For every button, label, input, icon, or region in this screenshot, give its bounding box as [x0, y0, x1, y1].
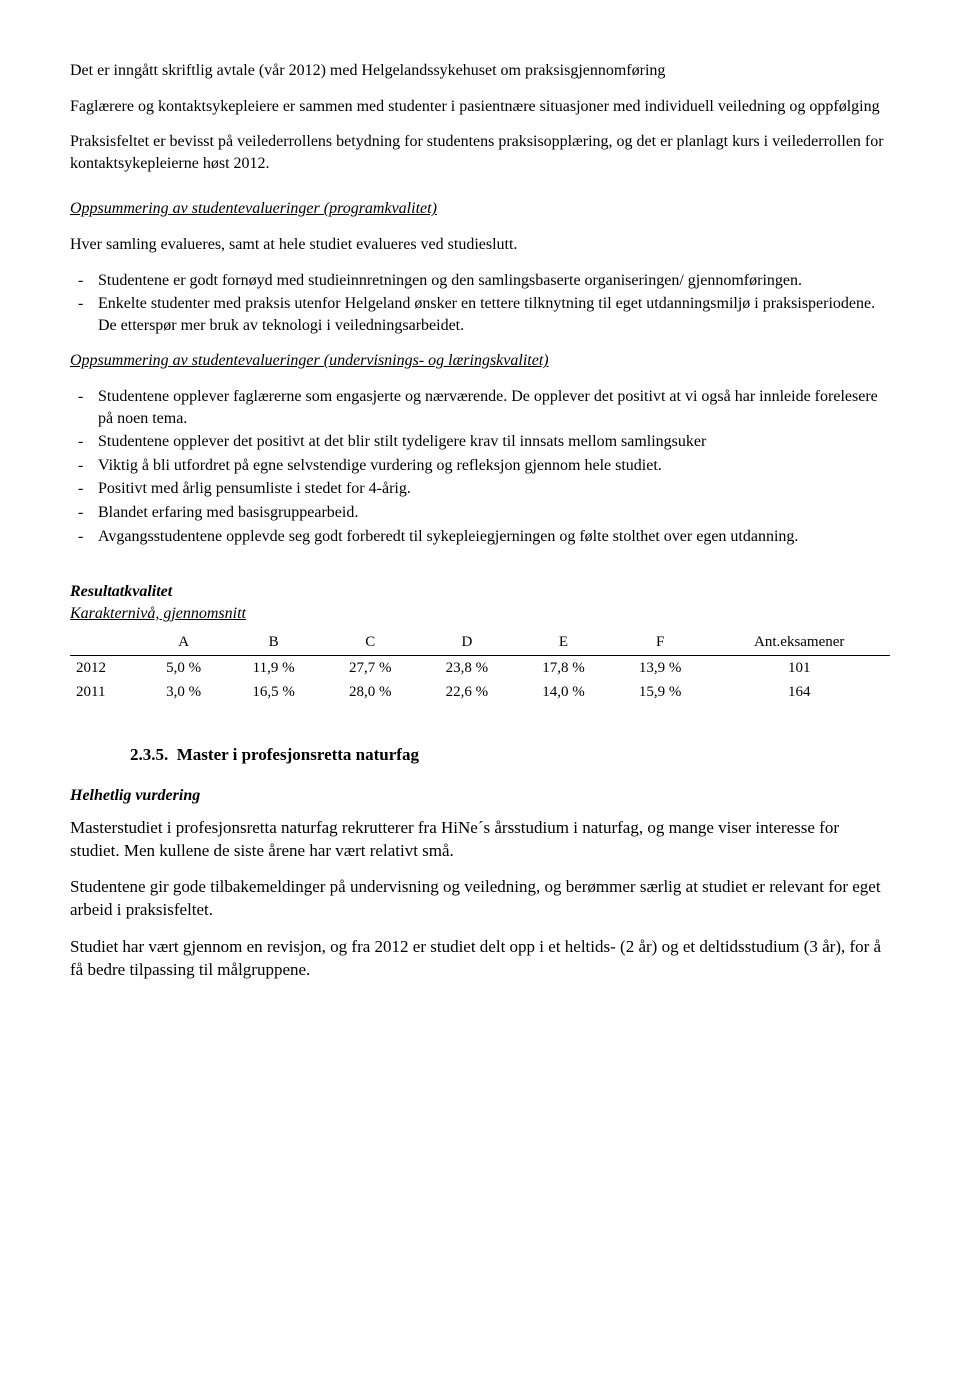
list-item: Positivt med årlig pensumliste i stedet …	[98, 478, 890, 500]
list-item: Studentene opplever faglærerne som engas…	[98, 386, 890, 429]
table-cell-year: 2012	[70, 655, 142, 680]
table-cell-year: 2011	[70, 680, 142, 704]
table-cell: 11,9 %	[225, 655, 322, 680]
table-head: D	[419, 630, 516, 655]
table-head: Ant.eksamener	[708, 630, 890, 655]
section1-list: Studentene er godt fornøyd med studieinn…	[70, 270, 890, 337]
master-p3: Studiet har vært gjennom en revisjon, og…	[70, 936, 890, 982]
results-heading: Resultatkvalitet	[70, 583, 172, 600]
master-p2: Studentene gir gode tilbakemeldinger på …	[70, 876, 890, 922]
intro-p1: Det er inngått skriftlig avtale (vår 201…	[70, 60, 890, 82]
table-head-blank	[70, 630, 142, 655]
master-number: 2.3.5.	[130, 745, 168, 764]
table-cell: 23,8 %	[419, 655, 516, 680]
section1-lead: Hver samling evalueres, samt at hele stu…	[70, 234, 890, 256]
master-subheading: Helhetlig vurdering	[70, 787, 200, 804]
table-row: 2012 5,0 % 11,9 % 27,7 % 23,8 % 17,8 % 1…	[70, 655, 890, 680]
section2-list: Studentene opplever faglærerne som engas…	[70, 386, 890, 547]
list-item: Studentene opplever det positivt at det …	[98, 431, 890, 453]
table-cell: 14,0 %	[515, 680, 612, 704]
section2-heading: Oppsummering av studentevalueringer (und…	[70, 350, 890, 372]
table-head: A	[142, 630, 225, 655]
table-cell: 15,9 %	[612, 680, 709, 704]
master-p1: Masterstudiet i profesjonsretta naturfag…	[70, 817, 890, 863]
table-row: 2011 3,0 % 16,5 % 28,0 % 22,6 % 14,0 % 1…	[70, 680, 890, 704]
list-item: Viktig å bli utfordret på egne selvstend…	[98, 455, 890, 477]
table-cell: 3,0 %	[142, 680, 225, 704]
table-cell: 28,0 %	[322, 680, 419, 704]
list-item: Blandet erfaring med basisgruppearbeid.	[98, 502, 890, 524]
table-head: C	[322, 630, 419, 655]
grades-table: A B C D E F Ant.eksamener 2012 5,0 % 11,…	[70, 630, 890, 704]
master-title: Master i profesjonsretta naturfag	[177, 745, 419, 764]
table-cell: 22,6 %	[419, 680, 516, 704]
table-head: E	[515, 630, 612, 655]
table-cell: 5,0 %	[142, 655, 225, 680]
list-item: Studentene er godt fornøyd med studieinn…	[98, 270, 890, 292]
table-cell: 101	[708, 655, 890, 680]
intro-p2: Faglærere og kontaktsykepleiere er samme…	[70, 96, 890, 118]
table-head: F	[612, 630, 709, 655]
table-cell: 164	[708, 680, 890, 704]
table-cell: 27,7 %	[322, 655, 419, 680]
table-cell: 16,5 %	[225, 680, 322, 704]
list-item: Enkelte studenter med praksis utenfor He…	[98, 293, 890, 336]
master-heading: 2.3.5. Master i profesjonsretta naturfag	[130, 744, 890, 767]
table-head: B	[225, 630, 322, 655]
list-item: Avgangsstudentene opplevde seg godt forb…	[98, 526, 890, 548]
table-cell: 17,8 %	[515, 655, 612, 680]
table-cell: 13,9 %	[612, 655, 709, 680]
section1-heading: Oppsummering av studentevalueringer (pro…	[70, 198, 890, 220]
intro-p3: Praksisfeltet er bevisst på veilederroll…	[70, 131, 890, 174]
results-subheading: Karakternivå, gjennomsnitt	[70, 605, 246, 622]
